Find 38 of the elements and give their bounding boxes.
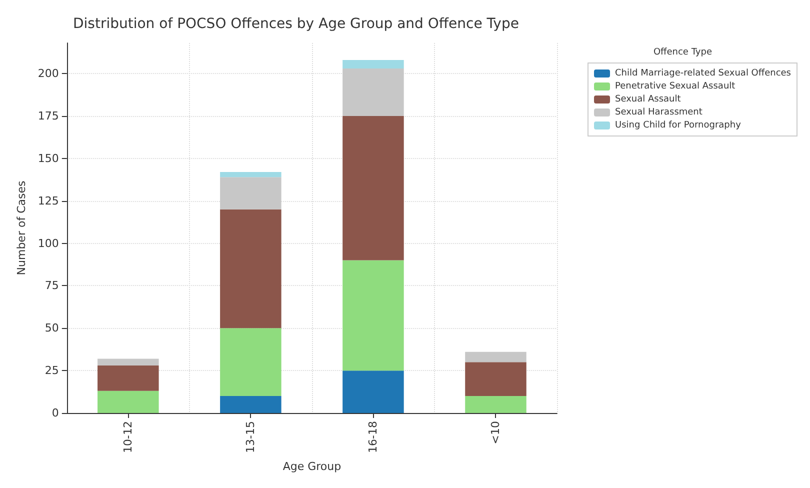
- x-tick-label: 10-12: [122, 421, 135, 453]
- bar: [220, 209, 282, 328]
- bar: [342, 68, 404, 116]
- bar: [220, 396, 282, 413]
- bar: [98, 358, 159, 366]
- bar: [465, 396, 526, 413]
- x-axis-title: Age Group: [282, 460, 342, 473]
- bar: [220, 172, 282, 178]
- y-axis-title: Number of Cases: [15, 180, 28, 276]
- x-tick-label: <10: [489, 421, 502, 444]
- legend-label: Penetrative Sexual Assault: [615, 82, 736, 92]
- legend-label: Using Child for Pornography: [615, 120, 742, 130]
- y-tick-label: 50: [44, 322, 59, 335]
- y-tick-label: 0: [52, 406, 59, 420]
- legend-label: Child Marriage-related Sexual Offences: [615, 68, 792, 78]
- bar: [342, 60, 404, 68]
- legend-label: Sexual Harassment: [615, 108, 703, 118]
- y-tick-label: 75: [44, 279, 59, 292]
- bar: [220, 177, 282, 210]
- bar: [342, 260, 404, 371]
- y-tick-label: 125: [38, 194, 59, 208]
- legend-title: Offence Type: [653, 48, 712, 58]
- y-tick-label: 150: [38, 152, 59, 165]
- bar: [98, 365, 159, 391]
- bar: [342, 116, 404, 260]
- y-tick-label: 175: [38, 109, 59, 122]
- y-tick-label: 200: [38, 67, 59, 80]
- y-tick-label: 25: [44, 364, 59, 378]
- bar: [342, 370, 404, 413]
- chart-title: Distribution of POCSO Offences by Age Group and Offence Type: [73, 16, 519, 32]
- bar: [220, 328, 282, 396]
- x-tick-label: 16-18: [366, 421, 380, 453]
- x-tick-label: 13-15: [244, 421, 258, 453]
- bar: [98, 390, 159, 413]
- bar: [465, 362, 526, 396]
- legend-label: Sexual Assault: [615, 94, 682, 104]
- bar: [465, 352, 526, 362]
- y-tick-label: 100: [38, 236, 59, 250]
